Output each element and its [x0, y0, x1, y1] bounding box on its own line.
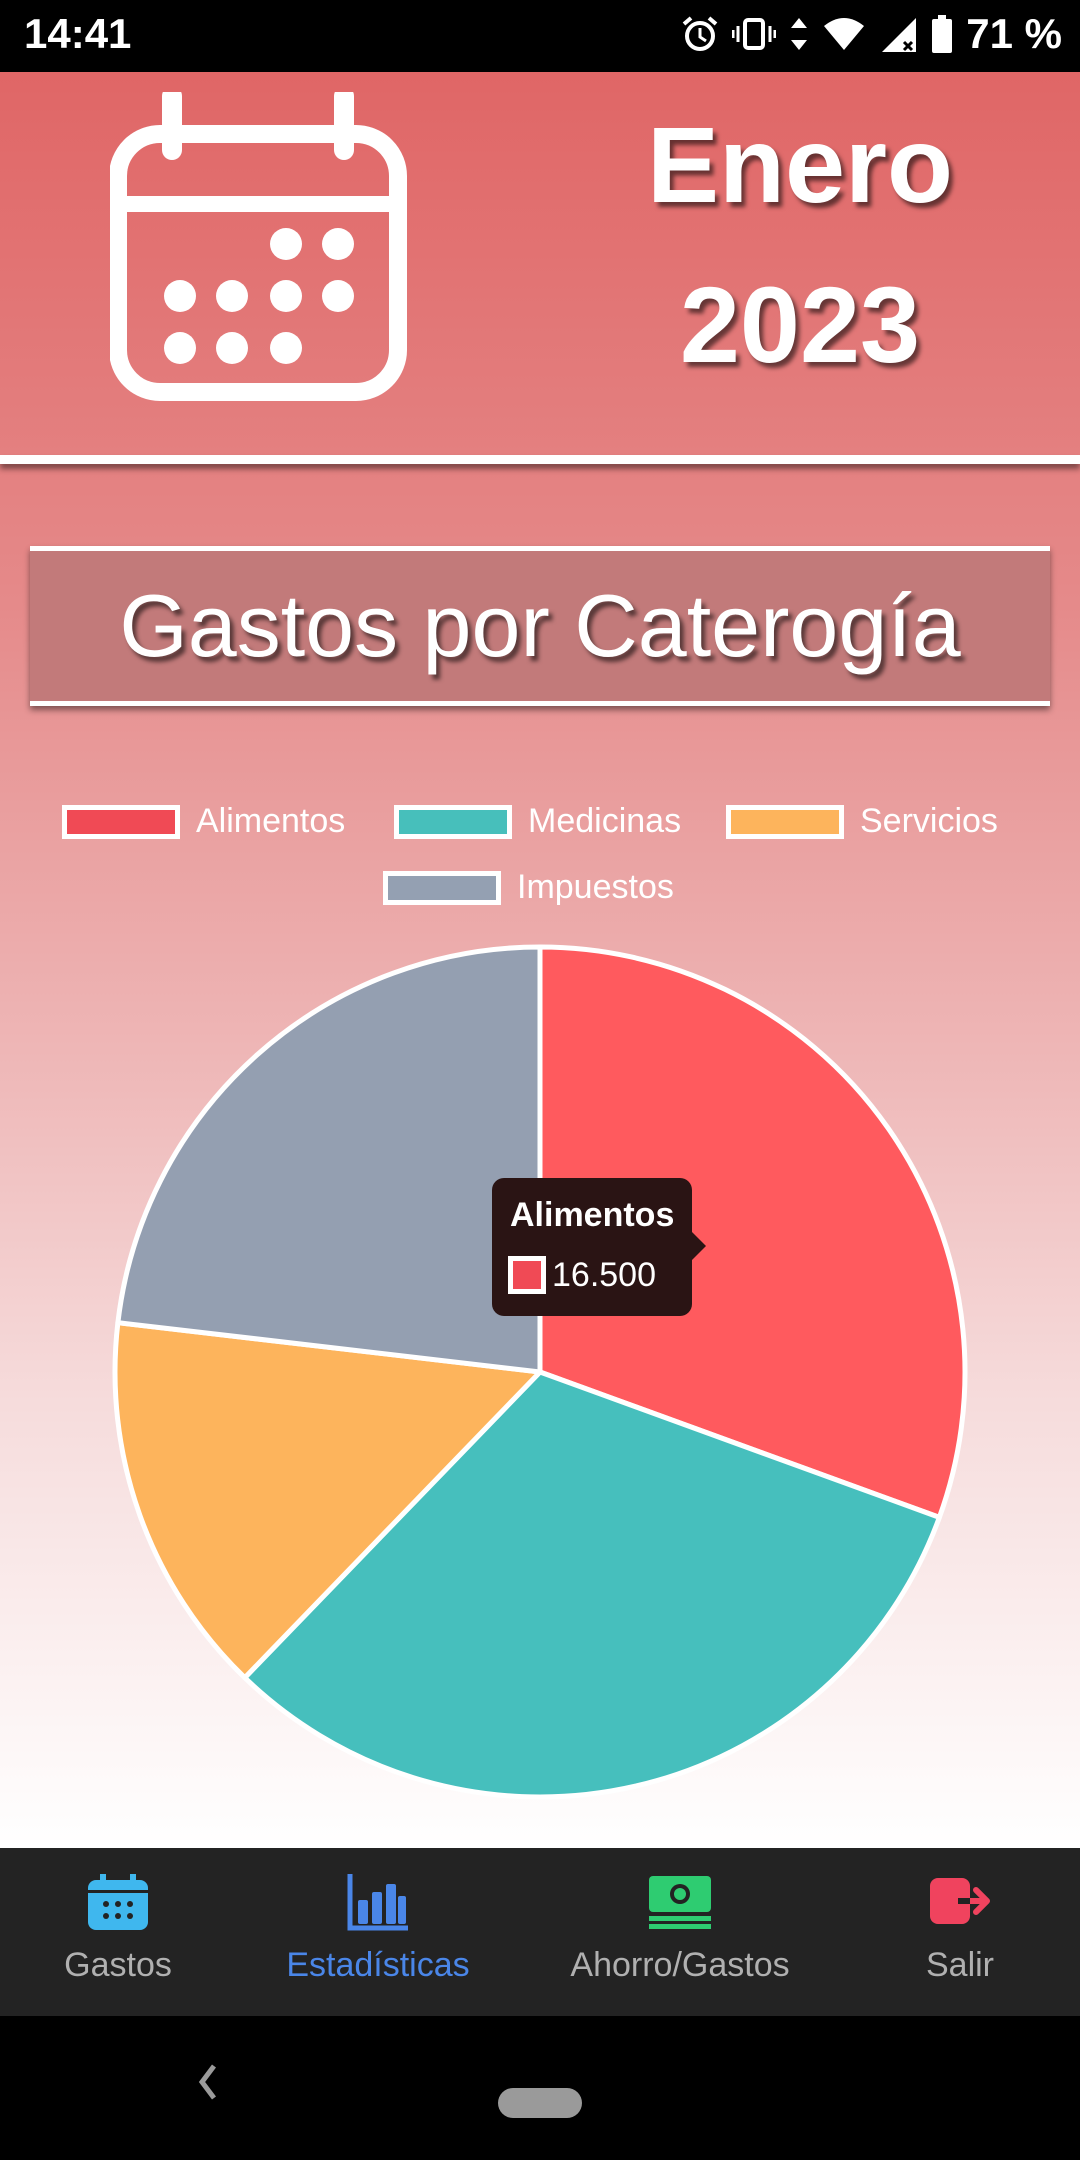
section-title-box: Gastos por Caterogía	[30, 546, 1050, 706]
tooltip-swatch	[508, 1256, 546, 1294]
nav-label: Gastos	[64, 1946, 172, 1984]
legend-item-impuestos[interactable]: Impuestos	[383, 868, 674, 907]
legend-label: Servicios	[860, 802, 998, 840]
month-header: Enero 2023	[0, 72, 1080, 457]
battery-percent: 71 %	[966, 10, 1062, 57]
nav-item-salir[interactable]: Salir	[860, 1848, 1060, 2016]
legend-label: Impuestos	[517, 868, 674, 906]
statistics-screen: Enero 2023 Gastos por Caterogía Alimento…	[0, 72, 1080, 1848]
tooltip-title: Alimentos	[510, 1196, 675, 1234]
data-arrows-icon	[788, 14, 810, 54]
status-icons: 71 %	[680, 10, 1062, 58]
nav-item-gastos[interactable]: Gastos	[0, 1848, 236, 2016]
legend-item-alimentos[interactable]: Alimentos	[62, 802, 345, 841]
pie-chart[interactable]	[0, 937, 1080, 1817]
nav-label: Salir	[925, 1946, 995, 1984]
logout-icon	[930, 1878, 990, 1924]
nav-label: Ahorro/Gastos	[570, 1946, 790, 1984]
legend-swatch	[383, 870, 501, 905]
legend-item-medicinas[interactable]: Medicinas	[394, 802, 681, 841]
header-divider	[0, 455, 1080, 464]
bar-chart-icon	[347, 1874, 408, 1931]
legend-swatch	[394, 804, 512, 839]
back-button[interactable]	[196, 2060, 220, 2109]
vibrate-icon	[732, 14, 777, 54]
money-icon	[649, 1876, 711, 1929]
nav-item-ahorro-gastos[interactable]: Ahorro/Gastos	[540, 1848, 820, 2016]
battery-icon	[930, 14, 954, 54]
legend-label: Alimentos	[196, 802, 346, 840]
signal-icon	[878, 14, 918, 54]
status-time: 14:41	[24, 10, 132, 57]
pie-slice-impuestos[interactable]	[115, 944, 543, 1375]
bottom-nav: Gastos Estadísticas Ahorro/Gastos Salir	[0, 1848, 1080, 2016]
wifi-icon	[822, 14, 866, 54]
system-nav-bar	[0, 2016, 1080, 2160]
pie-slice-medicinas[interactable]	[242, 1369, 942, 1800]
pie-slice-servicios[interactable]	[112, 1320, 543, 1681]
nav-label: Estadísticas	[286, 1946, 470, 1984]
nav-item-estadisticas[interactable]: Estadísticas	[250, 1848, 506, 2016]
calendar-icon	[88, 1874, 148, 1930]
status-bar: 14:41 71 %	[0, 0, 1080, 72]
chart-tooltip: Alimentos 16.500	[492, 1178, 706, 1316]
section-title: Gastos por Caterogía	[119, 576, 961, 675]
pie-slice-alimentos[interactable]	[537, 944, 968, 1520]
legend-swatch	[62, 804, 180, 839]
calendar-icon[interactable]	[109, 86, 410, 417]
back-arrow-icon	[198, 2064, 216, 2100]
legend-label: Medicinas	[528, 802, 682, 840]
alarm-icon	[680, 14, 720, 54]
legend-swatch	[726, 804, 844, 839]
legend-item-servicios[interactable]: Servicios	[726, 802, 998, 841]
home-button[interactable]	[498, 2088, 582, 2118]
tooltip-value: 16.500	[552, 1256, 656, 1294]
year-label: 2023	[679, 264, 921, 385]
month-label: Enero	[646, 104, 954, 225]
